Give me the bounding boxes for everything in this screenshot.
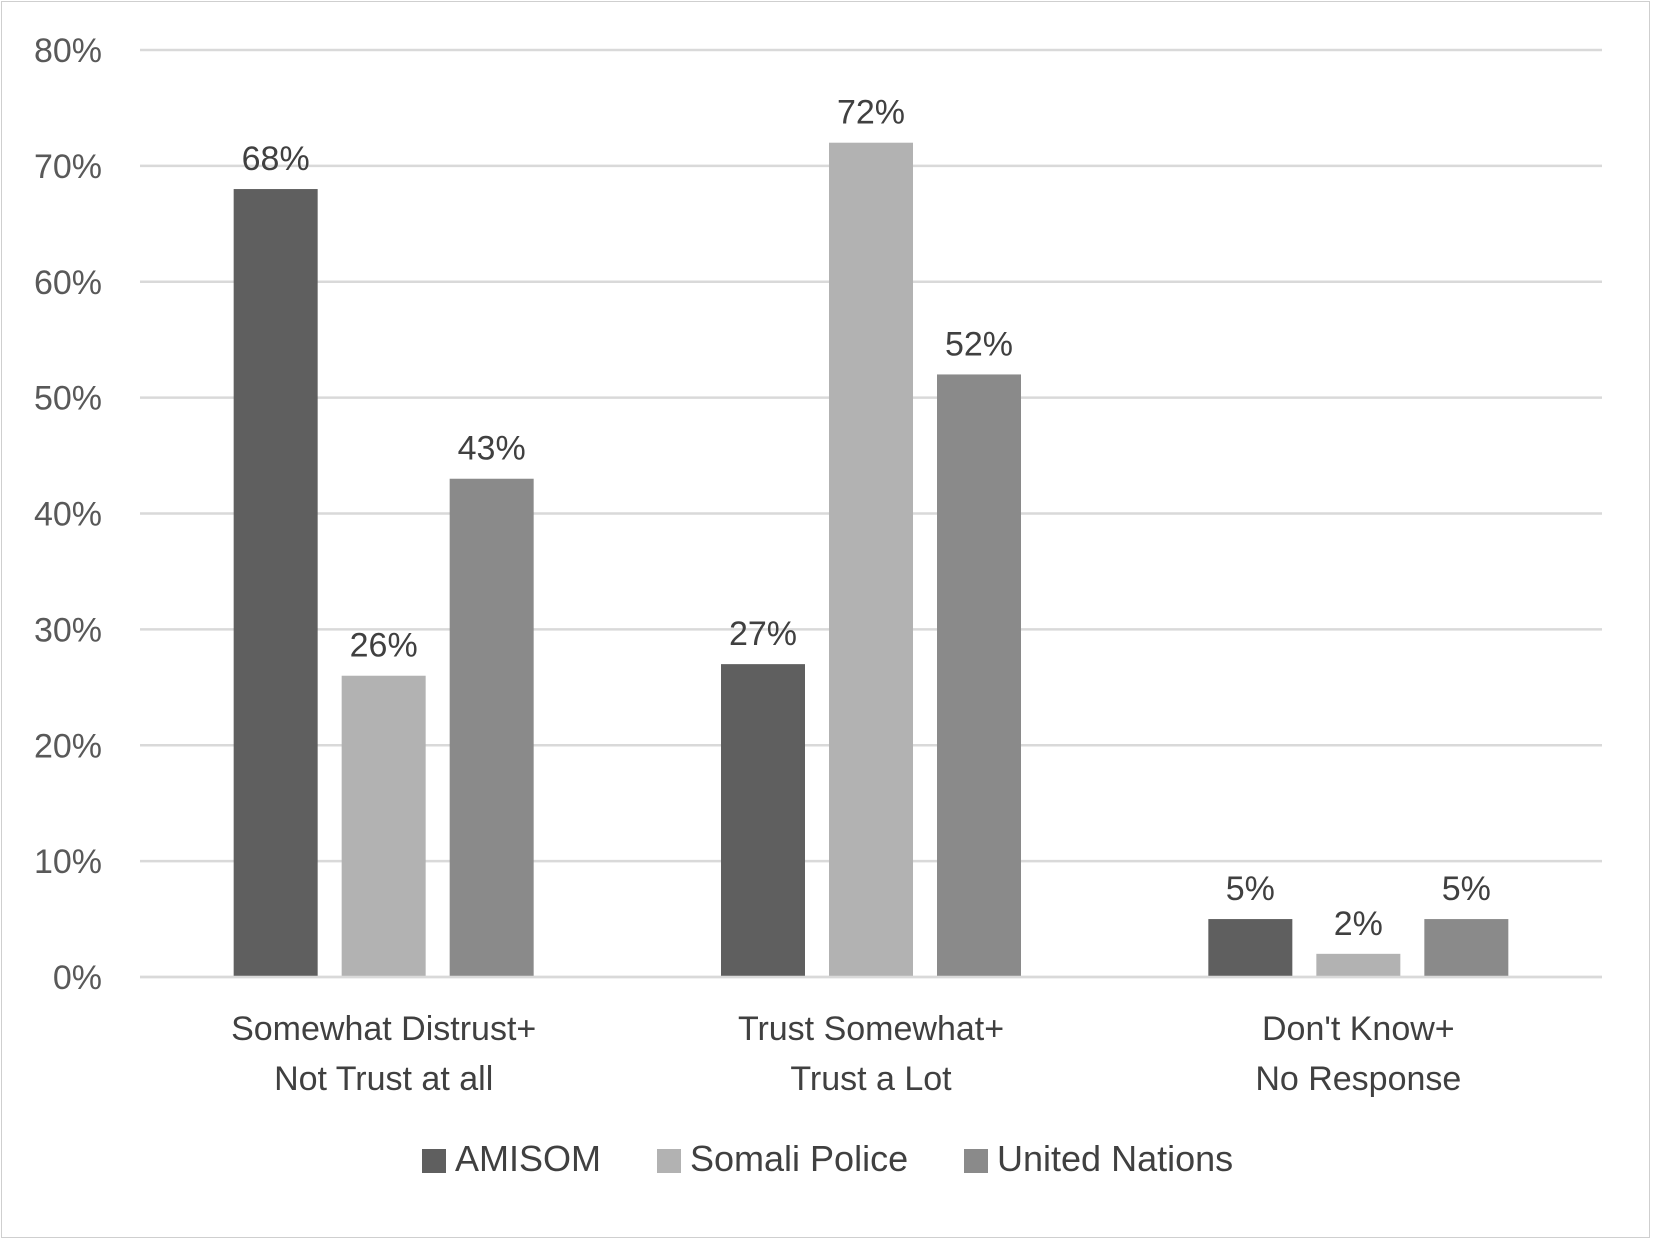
x-category-label-line: Trust Somewhat+ [738,1010,1004,1048]
bar [829,142,913,977]
x-category-label-line: Trust a Lot [790,1060,952,1098]
bar [1316,953,1401,977]
y-tick-label: 0% [53,959,102,997]
legend-label: United Nations [997,1138,1233,1179]
bar [937,374,1021,977]
legend-label: Somali Police [690,1138,908,1179]
data-label: 72% [837,94,905,132]
y-tick-label: 40% [34,496,102,534]
y-tick-label: 70% [34,148,102,186]
legend-swatch [657,1149,681,1173]
bar [341,675,426,977]
data-label: 26% [350,627,418,665]
y-tick-label: 50% [34,380,102,418]
x-category-label-line: Don't Know+ [1262,1010,1455,1048]
x-category-label: Trust Somewhat+ Trust a Lot [738,1010,1004,1098]
x-category-label-line: Somewhat Distrust+ [231,1010,536,1048]
x-category-label-line: Not Trust at all [274,1060,493,1098]
data-label: 27% [729,615,797,653]
y-tick-label: 30% [34,611,102,649]
legend-swatch [964,1149,988,1173]
y-tick-label: 20% [34,727,102,765]
x-category-label: Don't Know+ No Response [1255,1010,1461,1098]
bar [449,478,534,977]
y-tick-label: 80% [34,32,102,70]
data-label: 5% [1226,870,1275,908]
bar [721,664,805,977]
bar [1208,919,1293,977]
data-label: 43% [458,430,526,468]
x-category-label: Somewhat Distrust+ Not Trust at all [231,1010,536,1098]
legend-swatch [422,1149,446,1173]
y-tick-label: 60% [34,264,102,302]
legend-label: AMISOM [455,1138,601,1179]
y-tick-label: 10% [34,843,102,881]
bar [1424,919,1509,977]
data-label: 52% [945,325,1013,363]
bar [233,189,318,978]
data-label: 68% [242,140,310,178]
data-label: 5% [1442,870,1491,908]
data-label: 2% [1334,905,1383,943]
x-category-label-line: No Response [1255,1060,1461,1098]
